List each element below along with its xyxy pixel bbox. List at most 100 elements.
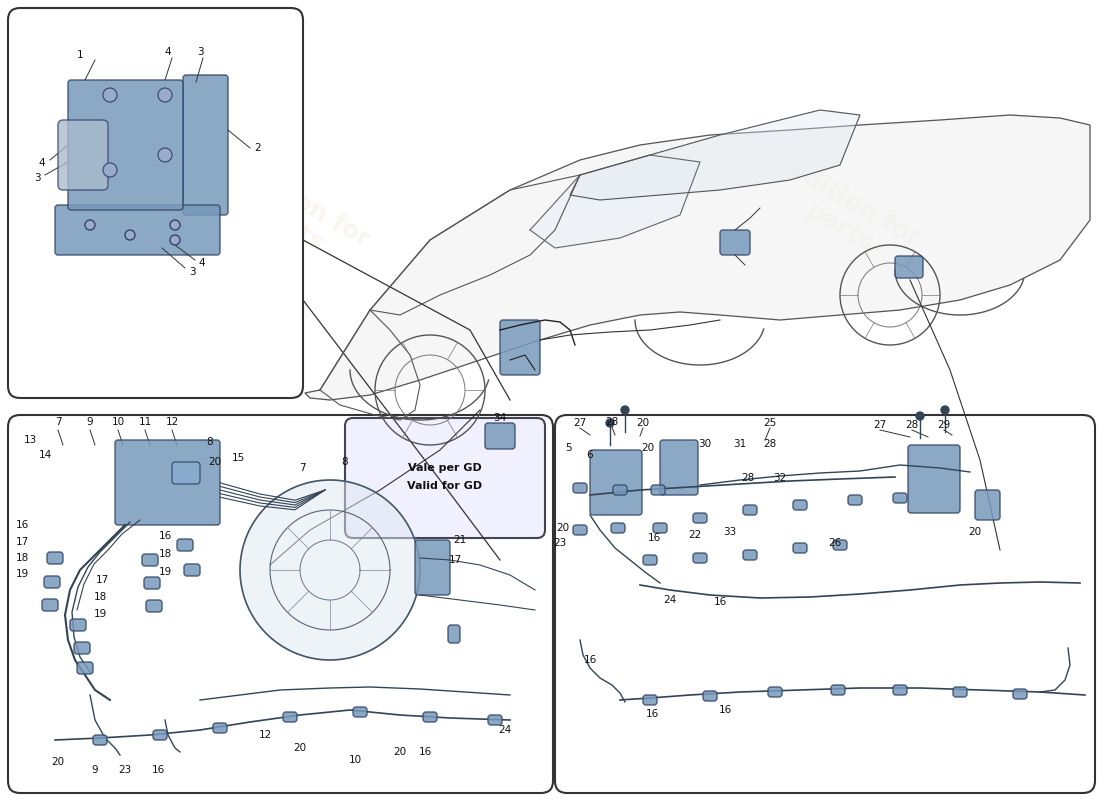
Text: 17: 17 <box>449 555 462 565</box>
Text: 16: 16 <box>418 747 431 757</box>
Circle shape <box>621 406 629 414</box>
Text: edition for
parts: edition for parts <box>628 483 868 669</box>
Text: 24: 24 <box>498 725 512 735</box>
Text: 18: 18 <box>15 553 29 563</box>
Text: 29: 29 <box>937 420 950 430</box>
FancyBboxPatch shape <box>424 712 437 722</box>
Circle shape <box>170 220 180 230</box>
FancyBboxPatch shape <box>77 662 94 674</box>
Text: Vale per GD: Vale per GD <box>408 463 482 473</box>
Text: 10: 10 <box>111 417 124 427</box>
FancyBboxPatch shape <box>693 513 707 523</box>
Text: 32: 32 <box>773 473 786 483</box>
FancyBboxPatch shape <box>830 685 845 695</box>
Text: 21: 21 <box>453 535 466 545</box>
Circle shape <box>158 88 172 102</box>
Text: 13: 13 <box>23 435 36 445</box>
FancyBboxPatch shape <box>644 695 657 705</box>
FancyBboxPatch shape <box>613 485 627 495</box>
Text: 28: 28 <box>905 420 918 430</box>
FancyBboxPatch shape <box>345 418 544 538</box>
FancyBboxPatch shape <box>793 543 807 553</box>
FancyBboxPatch shape <box>58 120 108 190</box>
FancyBboxPatch shape <box>573 483 587 493</box>
Text: 30: 30 <box>698 439 712 449</box>
Text: 18: 18 <box>94 592 107 602</box>
Text: 12: 12 <box>165 417 178 427</box>
Circle shape <box>158 148 172 162</box>
FancyBboxPatch shape <box>448 625 460 643</box>
Text: 20: 20 <box>52 757 65 767</box>
FancyBboxPatch shape <box>573 525 587 535</box>
Text: 4: 4 <box>199 258 206 268</box>
Text: 20: 20 <box>557 523 570 533</box>
Circle shape <box>606 419 614 427</box>
Text: 8: 8 <box>342 457 349 467</box>
Text: 20: 20 <box>208 457 221 467</box>
FancyBboxPatch shape <box>142 554 158 566</box>
Text: 17: 17 <box>15 537 29 547</box>
Text: 5: 5 <box>564 443 571 453</box>
FancyBboxPatch shape <box>42 599 58 611</box>
Text: 10: 10 <box>349 755 362 765</box>
Text: 20: 20 <box>394 747 407 757</box>
Text: 27: 27 <box>573 418 586 428</box>
Text: 3: 3 <box>197 47 204 57</box>
FancyBboxPatch shape <box>488 715 502 725</box>
Text: 9: 9 <box>91 765 98 775</box>
FancyBboxPatch shape <box>768 687 782 697</box>
Text: 16: 16 <box>152 765 165 775</box>
FancyBboxPatch shape <box>833 540 847 550</box>
FancyBboxPatch shape <box>644 555 657 565</box>
Text: 3: 3 <box>189 267 196 277</box>
Text: 16: 16 <box>583 655 596 665</box>
FancyBboxPatch shape <box>1013 689 1027 699</box>
FancyBboxPatch shape <box>146 600 162 612</box>
Text: 19: 19 <box>158 567 172 577</box>
Text: edition for
parts: edition for parts <box>770 157 924 275</box>
FancyBboxPatch shape <box>70 619 86 631</box>
FancyBboxPatch shape <box>44 576 60 588</box>
Circle shape <box>125 230 135 240</box>
FancyBboxPatch shape <box>908 445 960 513</box>
Text: 3: 3 <box>34 173 41 183</box>
FancyBboxPatch shape <box>953 687 967 697</box>
Text: 11: 11 <box>139 417 152 427</box>
FancyBboxPatch shape <box>74 642 90 654</box>
Text: 27: 27 <box>873 420 887 430</box>
Text: Valid for GD: Valid for GD <box>407 481 483 491</box>
Text: 28: 28 <box>741 473 755 483</box>
FancyBboxPatch shape <box>590 450 642 515</box>
Text: 15: 15 <box>231 453 244 463</box>
Text: 20: 20 <box>641 443 654 453</box>
FancyBboxPatch shape <box>693 553 707 563</box>
FancyBboxPatch shape <box>8 415 553 793</box>
Text: 4: 4 <box>39 158 45 168</box>
Circle shape <box>103 88 117 102</box>
Text: 31: 31 <box>734 439 747 449</box>
FancyBboxPatch shape <box>893 493 907 503</box>
Text: 20: 20 <box>968 527 981 537</box>
FancyBboxPatch shape <box>153 730 167 740</box>
FancyBboxPatch shape <box>144 577 159 589</box>
Text: 20: 20 <box>637 418 650 428</box>
Text: 19: 19 <box>94 609 107 619</box>
Text: 18: 18 <box>158 549 172 559</box>
FancyBboxPatch shape <box>893 685 907 695</box>
Text: 19: 19 <box>15 569 29 579</box>
FancyBboxPatch shape <box>703 691 717 701</box>
Text: 8: 8 <box>207 437 213 447</box>
Text: 23: 23 <box>119 765 132 775</box>
FancyBboxPatch shape <box>415 540 450 595</box>
Polygon shape <box>240 480 420 660</box>
Text: 25: 25 <box>763 418 777 428</box>
Text: 2: 2 <box>255 143 262 153</box>
Polygon shape <box>530 155 700 248</box>
FancyBboxPatch shape <box>556 415 1094 793</box>
Text: 33: 33 <box>724 527 737 537</box>
FancyBboxPatch shape <box>47 552 63 564</box>
FancyBboxPatch shape <box>610 523 625 533</box>
FancyBboxPatch shape <box>183 75 228 215</box>
Text: 23: 23 <box>553 538 566 548</box>
Text: 12: 12 <box>258 730 272 740</box>
